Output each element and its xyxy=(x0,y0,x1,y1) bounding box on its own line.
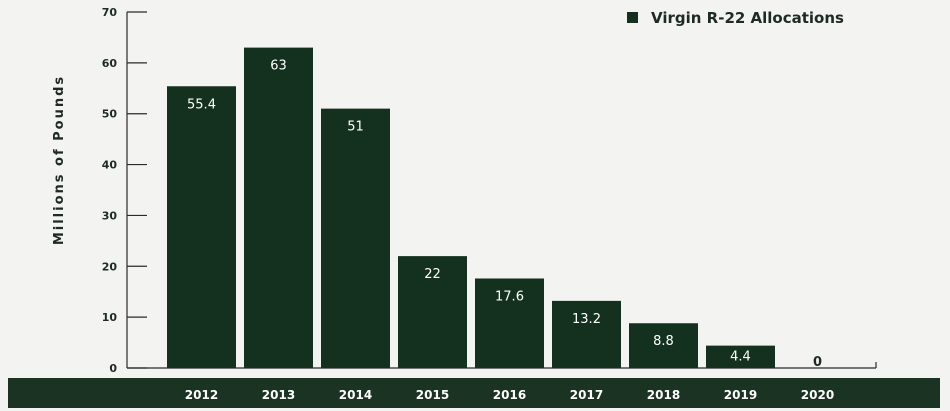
bar xyxy=(552,300,621,368)
bar-value-label: 63 xyxy=(270,59,287,74)
y-tick-label: 30 xyxy=(102,209,118,222)
bar-value-label: 4.4 xyxy=(730,350,751,365)
y-tick-label: 70 xyxy=(102,6,118,19)
y-tick-label: 60 xyxy=(102,57,118,70)
bar-value-label: 17.6 xyxy=(495,289,524,304)
bar-value-label: 51 xyxy=(347,120,364,135)
y-tick-label: 50 xyxy=(102,108,118,121)
bar-value-label: 22 xyxy=(424,267,441,282)
bar-value-label: 55.4 xyxy=(187,97,216,112)
bar-value-label: 8.8 xyxy=(653,334,674,349)
legend: Virgin R-22 Allocations xyxy=(627,9,844,27)
x-tick-label: 2012 xyxy=(185,388,218,402)
bar xyxy=(706,345,775,368)
y-axis: 0 10 20 30 40 50 60 70 xyxy=(102,6,877,375)
bar xyxy=(629,323,698,368)
legend-label: Virgin R-22 Allocations xyxy=(651,9,844,27)
bar xyxy=(475,278,544,368)
bar xyxy=(244,47,313,368)
x-tick-label: 2019 xyxy=(724,388,757,402)
x-tick-label: 2015 xyxy=(416,388,449,402)
bar xyxy=(398,256,467,368)
bar-value-label: 13.2 xyxy=(572,312,601,327)
x-tick-label: 2018 xyxy=(647,388,680,402)
legend-swatch xyxy=(627,12,638,23)
bar xyxy=(167,86,236,368)
y-tick-label: 40 xyxy=(102,159,118,172)
bar-value-label: 0 xyxy=(813,355,822,370)
x-tick-label: 2016 xyxy=(493,388,526,402)
y-axis-title: Millions of Pounds xyxy=(52,75,67,245)
x-axis-labels: 2012 2013 2014 2015 2016 2017 2018 2019 2020 xyxy=(185,388,834,402)
bars: 55.4 63 51 22 17.6 13.2 8.8 4.4 0 xyxy=(167,47,822,370)
x-tick-label: 2014 xyxy=(339,388,372,402)
x-tick-label: 2013 xyxy=(262,388,295,402)
y-tick-label: 0 xyxy=(109,362,117,375)
y-tick-label: 20 xyxy=(102,260,118,273)
y-tick-label: 10 xyxy=(102,311,118,324)
bar xyxy=(321,108,390,368)
x-tick-label: 2020 xyxy=(801,388,834,402)
x-tick-label: 2017 xyxy=(570,388,603,402)
category-band xyxy=(8,378,940,408)
